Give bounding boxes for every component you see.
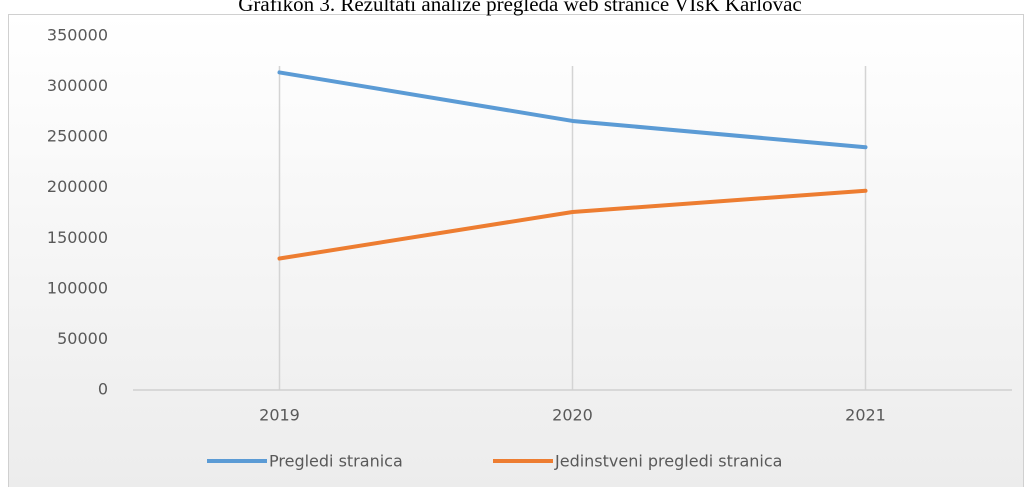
series-line (277, 70, 868, 150)
x-tick-label: 2021 (845, 406, 886, 425)
legend-label: Pregledi stranica (269, 452, 403, 471)
y-tick-label: 50000 (57, 329, 108, 348)
y-tick-label: 100000 (47, 278, 108, 297)
chart-frame (8, 14, 1024, 487)
y-tick-label: 350000 (47, 26, 108, 45)
legend-label: Jedinstveni pregledi stranica (554, 452, 782, 471)
x-tick-label: 2020 (552, 406, 593, 425)
chart-title: Grafikon 3. Rezultati analize pregleda w… (238, 0, 801, 16)
y-tick-label: 0 (98, 380, 108, 399)
x-tick-label: 2019 (259, 406, 300, 425)
y-tick-label: 150000 (47, 228, 108, 247)
y-tick-label: 250000 (47, 127, 108, 146)
y-tick-label: 200000 (47, 177, 108, 196)
series-line (277, 188, 868, 261)
y-tick-label: 300000 (47, 76, 108, 95)
